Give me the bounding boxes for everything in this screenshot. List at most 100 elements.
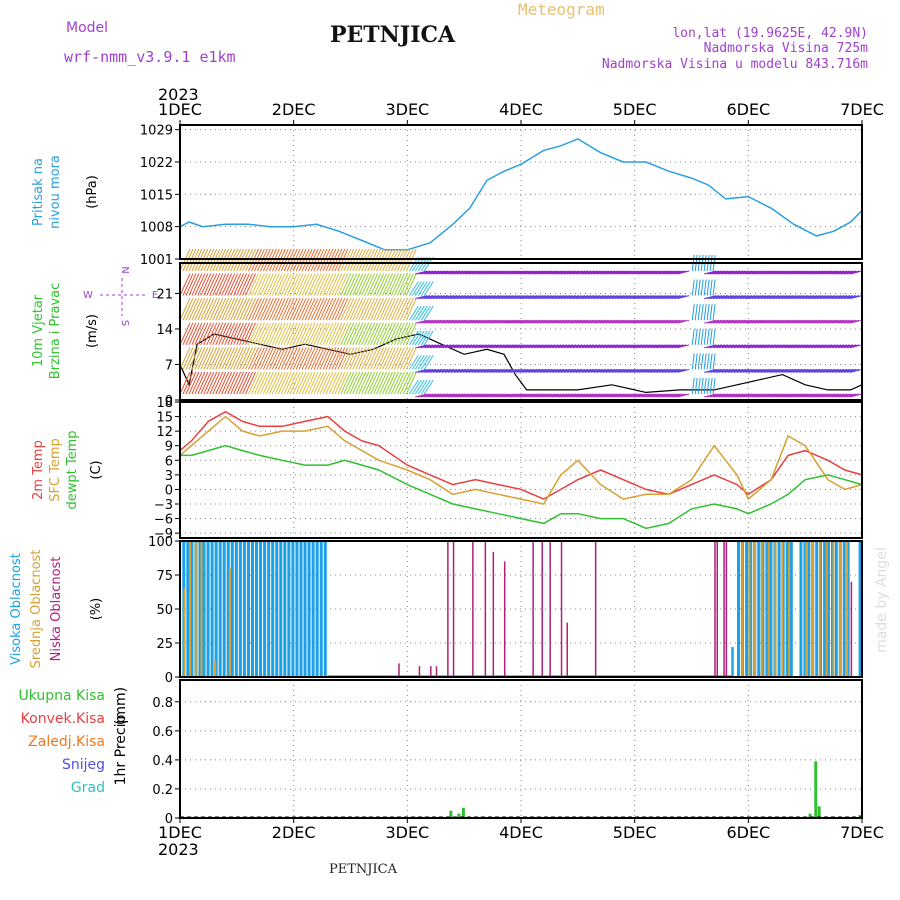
- high-cloud-bar: [823, 541, 827, 677]
- wind-barb: [188, 297, 200, 321]
- wind-barb: [513, 368, 526, 373]
- wind-barb: [566, 270, 580, 275]
- wind-barb: [322, 322, 334, 346]
- wind-barb: [826, 368, 839, 373]
- wind-barb: [799, 344, 812, 349]
- wind-barb: [656, 295, 669, 300]
- high-cloud-bar: [769, 541, 773, 677]
- wind-barb: [805, 270, 818, 275]
- wind-barb: [402, 297, 414, 321]
- wind-barb: [590, 319, 604, 324]
- wind-barb: [712, 328, 716, 345]
- wind-barb: [185, 322, 197, 346]
- wind-barb: [820, 344, 833, 349]
- wind-barb: [277, 371, 289, 395]
- wind-barb: [784, 344, 797, 349]
- wind-barb: [307, 322, 319, 346]
- wind-barb: [733, 393, 746, 398]
- wind-barb: [608, 344, 621, 349]
- wind-barb: [256, 371, 268, 395]
- wind-barb: [641, 393, 654, 398]
- wind-barb: [721, 319, 735, 324]
- wind-barb: [703, 377, 707, 395]
- wind-barb: [659, 344, 672, 349]
- wind-barb: [555, 319, 568, 324]
- wind-barb: [224, 347, 236, 370]
- wind-barb: [286, 322, 298, 346]
- wind-barb: [364, 322, 376, 346]
- wind-barb: [420, 330, 431, 346]
- wind-barb: [611, 344, 624, 349]
- wind-barb: [742, 295, 755, 300]
- wind-barb: [245, 322, 256, 346]
- high-cloud-bar: [250, 541, 255, 677]
- wind-barb: [316, 273, 328, 296]
- wind-barb: [709, 304, 713, 321]
- low-cloud-bar: [532, 541, 534, 677]
- wind-barb: [415, 319, 428, 324]
- wind-barb: [834, 295, 848, 300]
- wind-barb: [510, 270, 523, 275]
- wind-barb: [843, 393, 857, 398]
- wind-barb: [215, 371, 227, 395]
- wind-barb: [540, 295, 553, 300]
- wind-barb: [614, 344, 627, 349]
- wind-barb: [584, 368, 598, 373]
- wind-barb: [304, 371, 316, 395]
- wind-barb: [754, 368, 767, 373]
- wind-barb: [388, 371, 399, 395]
- wind-barb: [212, 371, 224, 395]
- wind-barb: [277, 297, 289, 321]
- wind-barb: [277, 273, 289, 296]
- wind-barb: [423, 330, 434, 346]
- wind-barb: [271, 297, 283, 321]
- wind-barb: [653, 270, 666, 275]
- wind-barb: [271, 273, 283, 296]
- wind-barb: [182, 347, 194, 370]
- wind-barb: [313, 347, 325, 370]
- y-tick-label: 0: [165, 671, 173, 686]
- wind-barb: [429, 368, 443, 373]
- wind-barb: [393, 273, 405, 296]
- wind-barb: [757, 368, 770, 373]
- wind-barb: [340, 347, 352, 370]
- wind-barb: [808, 344, 821, 349]
- wind-barb: [408, 281, 419, 296]
- wind-barb: [546, 295, 559, 300]
- wind-barb: [370, 322, 382, 346]
- wind-barb: [641, 368, 654, 373]
- wind-barb: [334, 297, 346, 321]
- wind-barb: [793, 368, 806, 373]
- wind-barb: [206, 273, 218, 296]
- wind-barb: [507, 319, 520, 324]
- wind-barb: [826, 270, 839, 275]
- high-cloud-bar: [242, 541, 246, 677]
- wind-barb: [271, 322, 283, 346]
- wind-barb: [253, 347, 265, 370]
- high-cloud-bar: [830, 541, 834, 677]
- wind-barb: [408, 379, 419, 395]
- wind-barb: [301, 297, 313, 321]
- wind-barb: [393, 322, 405, 346]
- wind-barb: [421, 393, 434, 398]
- x-tick-label-top: 5DEC: [613, 100, 657, 119]
- wind-barb: [292, 371, 304, 395]
- wind-barb: [703, 295, 717, 300]
- wind-barb: [724, 344, 738, 349]
- wind-barb: [650, 344, 663, 349]
- mid-cloud-bar: [825, 541, 828, 677]
- wind-barb: [552, 319, 565, 324]
- wind-barb: [489, 270, 502, 275]
- wind-barb: [179, 322, 191, 346]
- wind-barb: [468, 368, 481, 373]
- wind-barb: [185, 297, 197, 321]
- wind-barb: [340, 297, 352, 321]
- wind-barb: [295, 322, 307, 346]
- wind-barb: [563, 368, 577, 373]
- wind-barb: [805, 368, 818, 373]
- wind-barb: [438, 270, 452, 275]
- wind-barb: [227, 371, 239, 395]
- wind-barb: [212, 297, 224, 321]
- wind-barb: [766, 295, 779, 300]
- wind-barb: [611, 319, 624, 324]
